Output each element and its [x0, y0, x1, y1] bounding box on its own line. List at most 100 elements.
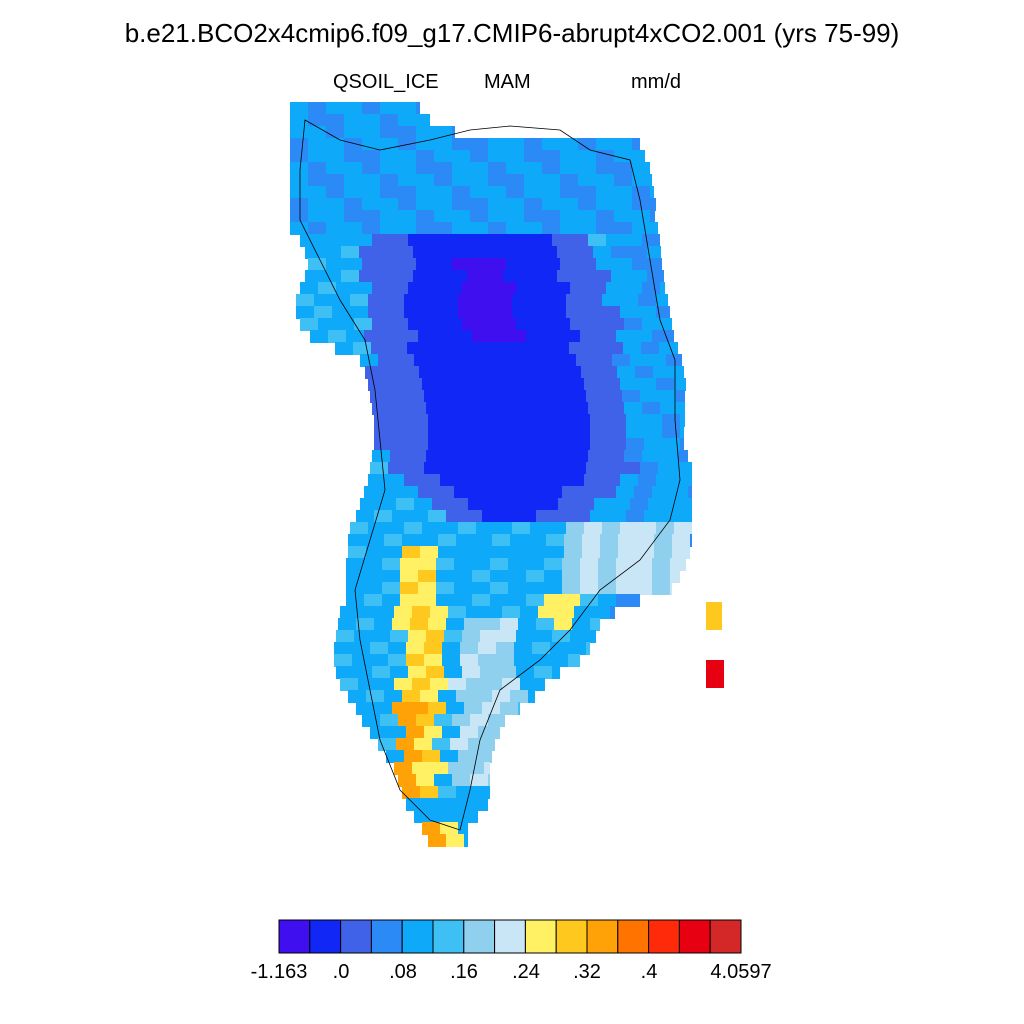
map-cell	[336, 630, 355, 643]
map-cell	[455, 366, 474, 379]
map-cell	[638, 378, 657, 391]
map-cell	[653, 366, 672, 379]
map-cell	[510, 690, 529, 703]
map-cell	[326, 150, 345, 163]
map-cell	[500, 414, 519, 427]
map-cell	[336, 318, 355, 331]
map-cell	[536, 414, 555, 427]
map-cell	[340, 678, 359, 691]
map-cell	[508, 582, 527, 595]
map-cell	[424, 726, 443, 739]
map-cell	[432, 738, 451, 751]
map-cell	[450, 354, 469, 367]
map-cell	[566, 474, 585, 487]
map-cell	[462, 318, 481, 331]
map-cell	[562, 558, 581, 571]
map-cell	[348, 690, 367, 703]
map-cell	[326, 210, 345, 223]
map-cell	[506, 210, 525, 223]
map-cell	[356, 618, 375, 631]
map-cell	[290, 150, 309, 163]
map-cell	[526, 558, 545, 571]
map-cell	[308, 114, 327, 127]
map-cell	[406, 642, 425, 655]
map-cell	[362, 174, 381, 187]
map-cell	[526, 594, 545, 607]
map-cell	[518, 510, 537, 523]
map-cell	[460, 798, 479, 811]
map-cell	[414, 810, 433, 823]
map-cell	[404, 294, 423, 307]
map-cell	[368, 294, 387, 307]
map-cell	[344, 174, 363, 187]
map-cell	[470, 210, 489, 223]
map-cell	[458, 294, 477, 307]
map-cell	[478, 798, 488, 811]
map-cell	[576, 354, 595, 367]
map-cell	[560, 150, 579, 163]
map-cell	[434, 210, 453, 223]
map-cell	[390, 666, 409, 679]
map-cell	[406, 390, 425, 403]
map-cell	[596, 222, 615, 235]
map-cell	[652, 558, 671, 571]
map-cell	[586, 642, 590, 655]
colorbar-box	[401, 919, 434, 954]
map-cell	[662, 414, 681, 427]
map-cell	[356, 510, 375, 523]
map-cell	[590, 414, 609, 427]
map-cell	[634, 582, 653, 595]
map-cell	[434, 186, 453, 199]
map-cell	[398, 198, 417, 211]
map-cell	[480, 666, 499, 679]
map-cell	[394, 762, 413, 775]
map-cell	[424, 642, 443, 655]
map-cell	[506, 258, 525, 271]
map-cell	[558, 354, 577, 367]
map-cell	[626, 414, 645, 427]
colorbar-box	[370, 919, 403, 954]
map-cell	[606, 282, 625, 295]
map-cell	[546, 534, 565, 547]
map-cell	[296, 306, 315, 319]
map-cell	[392, 426, 411, 439]
map-cell	[587, 342, 606, 355]
map-cell	[377, 246, 396, 259]
map-cell	[458, 750, 477, 763]
map-cell	[474, 690, 493, 703]
map-cell	[470, 162, 489, 175]
map-cell	[438, 534, 457, 547]
map-cell	[660, 450, 679, 463]
map-cell	[616, 570, 635, 583]
map-cell	[608, 438, 627, 451]
map-cell	[454, 570, 473, 583]
map-cell	[598, 570, 617, 583]
map-cell	[377, 270, 396, 283]
colorbar-box	[278, 919, 311, 954]
map-cell	[608, 426, 627, 439]
map-cell	[512, 474, 531, 487]
map-cell	[348, 534, 367, 547]
map-cell	[656, 294, 668, 307]
map-cell	[346, 594, 365, 607]
map-cell	[426, 450, 445, 463]
map-cell	[308, 102, 327, 115]
map-cell	[509, 366, 528, 379]
map-cell	[418, 558, 437, 571]
map-cell	[408, 402, 427, 415]
map-cell	[518, 702, 520, 715]
map-cell	[490, 558, 509, 571]
map-cell	[452, 774, 471, 787]
map-cell	[438, 546, 457, 559]
greenland-coastline	[299, 119, 681, 831]
colorbar-box	[494, 919, 526, 954]
map-cell	[442, 390, 461, 403]
map-cell	[392, 510, 411, 523]
map-cell	[528, 546, 547, 559]
map-cell	[352, 654, 371, 667]
map-cell	[372, 234, 391, 247]
map-cell	[548, 294, 567, 307]
map-cell	[406, 726, 425, 739]
map-cell	[662, 510, 681, 523]
